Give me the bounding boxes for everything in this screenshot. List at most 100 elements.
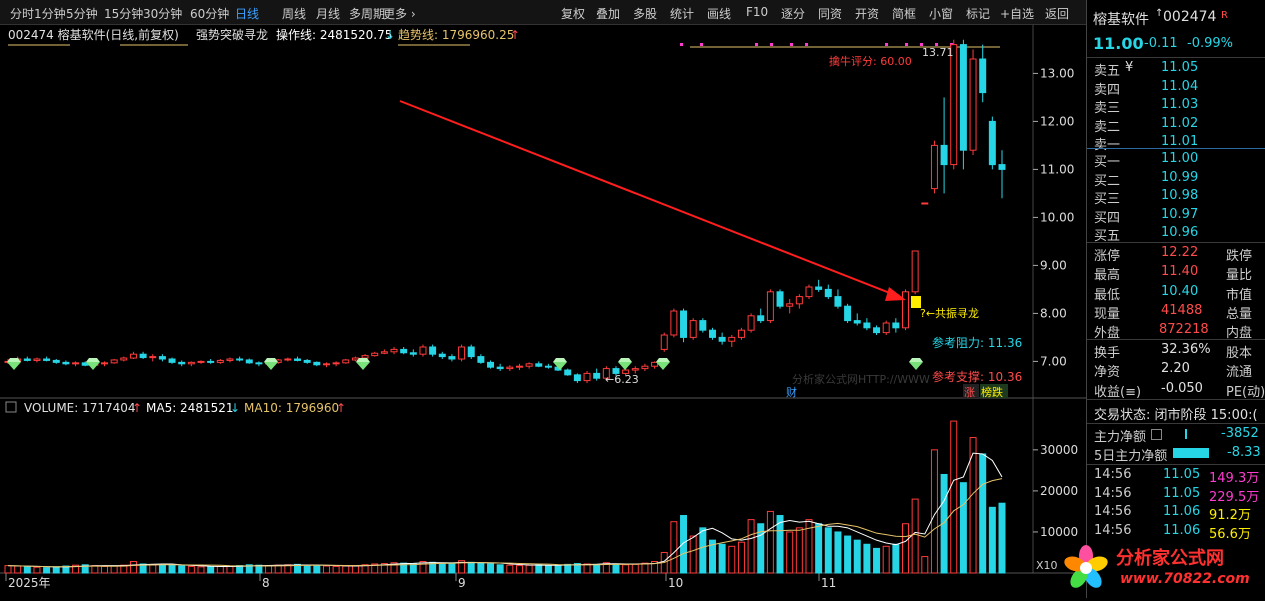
candle-body[interactable] xyxy=(294,358,302,361)
candle-body[interactable] xyxy=(149,356,157,359)
candle-body[interactable] xyxy=(979,58,987,94)
candle-body[interactable] xyxy=(795,296,803,305)
candle-body[interactable] xyxy=(72,362,80,365)
candle-body[interactable] xyxy=(757,315,765,322)
tool-button-12[interactable]: +自选 xyxy=(1000,7,1035,21)
candle-body[interactable] xyxy=(207,360,215,363)
tool-button-7[interactable]: 同资 xyxy=(818,7,843,21)
candle-body[interactable] xyxy=(438,353,446,358)
candle-body[interactable] xyxy=(458,346,466,360)
candle-body[interactable] xyxy=(699,320,707,331)
candle-body[interactable] xyxy=(815,286,823,290)
candle-body[interactable] xyxy=(583,372,591,382)
candle-body[interactable] xyxy=(824,288,832,298)
period-tab-0[interactable]: 分时 xyxy=(10,7,35,21)
candle-body[interactable] xyxy=(400,348,408,354)
candle-body[interactable] xyxy=(120,357,128,361)
candle-body[interactable] xyxy=(853,320,861,324)
candle-body[interactable] xyxy=(525,363,533,367)
candle-body[interactable] xyxy=(660,334,668,350)
candle-body[interactable] xyxy=(737,329,745,338)
candle-body[interactable] xyxy=(448,356,456,360)
candle-body[interactable] xyxy=(467,346,475,358)
period-tab-10[interactable]: 更多 › xyxy=(383,7,416,21)
candles[interactable] xyxy=(4,39,1006,383)
candle-body[interactable] xyxy=(129,353,137,359)
candle-body[interactable] xyxy=(506,366,514,370)
candle-body[interactable] xyxy=(766,291,774,322)
candle-body[interactable] xyxy=(110,359,118,364)
tool-button-0[interactable]: 复权 xyxy=(561,7,586,21)
period-tab-3[interactable]: 15分钟 xyxy=(104,7,144,21)
candle-body[interactable] xyxy=(245,359,253,364)
tool-button-3[interactable]: 统计 xyxy=(670,7,695,21)
period-tab-4[interactable]: 30分钟 xyxy=(143,7,183,21)
candle-body[interactable] xyxy=(641,365,649,370)
candle-body[interactable] xyxy=(101,362,108,365)
candle-body[interactable] xyxy=(728,336,736,342)
tool-button-8[interactable]: 开资 xyxy=(855,7,880,21)
candle-body[interactable] xyxy=(52,359,60,363)
tool-button-2[interactable]: 多股 xyxy=(633,7,658,21)
candle-body[interactable] xyxy=(226,358,234,361)
candle-body[interactable] xyxy=(303,359,311,363)
tool-button-10[interactable]: 小窗 xyxy=(929,7,954,21)
candle-body[interactable] xyxy=(921,202,929,205)
candle-body[interactable] xyxy=(351,357,359,361)
candle-body[interactable] xyxy=(168,358,176,363)
candle-body[interactable] xyxy=(612,368,620,374)
candle-body[interactable] xyxy=(197,360,205,363)
period-tab-2[interactable]: 5分钟 xyxy=(66,7,98,21)
candle-body[interactable] xyxy=(844,305,852,322)
volume-toggle-icon[interactable] xyxy=(5,401,17,413)
candle-body[interactable] xyxy=(776,291,784,307)
candle-body[interactable] xyxy=(718,336,726,342)
candle-body[interactable] xyxy=(23,358,31,361)
candle-body[interactable] xyxy=(429,346,437,355)
period-tab-9[interactable]: 多周期 xyxy=(349,7,386,21)
candle-body[interactable] xyxy=(515,365,523,368)
candle-body[interactable] xyxy=(564,369,572,376)
candle-body[interactable] xyxy=(930,144,938,190)
candle-body[interactable] xyxy=(593,372,601,379)
candle-body[interactable] xyxy=(178,361,186,365)
candle-body[interactable] xyxy=(342,359,350,364)
candle-body[interactable] xyxy=(255,362,263,365)
candle-body[interactable] xyxy=(332,362,340,365)
tool-button-4[interactable]: 画线 xyxy=(707,7,732,21)
candle-body[interactable] xyxy=(544,365,552,368)
candle-body[interactable] xyxy=(689,320,697,338)
candle-body[interactable] xyxy=(187,361,195,365)
candle-body[interactable] xyxy=(43,358,51,361)
candle-body[interactable] xyxy=(158,356,166,360)
candle-body[interactable] xyxy=(911,250,919,293)
candle-body[interactable] xyxy=(834,296,842,307)
candle-body[interactable] xyxy=(602,368,610,379)
candle-body[interactable] xyxy=(62,361,70,365)
candle-body[interactable] xyxy=(998,164,1006,170)
candle-body[interactable] xyxy=(496,366,504,370)
candle-body[interactable] xyxy=(139,353,147,359)
candle-body[interactable] xyxy=(535,363,543,367)
kline-chart-area[interactable]: 002474 榕基软件(日线,前复权) 强势突破寻龙 操作线: 2481520.… xyxy=(0,25,1086,598)
candle-body[interactable] xyxy=(670,310,678,336)
candle-body[interactable] xyxy=(380,351,388,354)
period-tab-1[interactable]: 1分钟 xyxy=(34,7,66,21)
candle-body[interactable] xyxy=(805,286,813,298)
tool-button-1[interactable]: 叠加 xyxy=(596,7,621,21)
candle-body[interactable] xyxy=(322,363,330,366)
candle-body[interactable] xyxy=(940,144,948,166)
candle-body[interactable] xyxy=(477,356,485,363)
candle-body[interactable] xyxy=(882,322,890,334)
candle-body[interactable] xyxy=(863,322,871,329)
period-tab-7[interactable]: 周线 xyxy=(282,7,307,21)
candle-body[interactable] xyxy=(680,310,688,338)
candle-body[interactable] xyxy=(216,359,224,363)
tool-button-9[interactable]: 简框 xyxy=(892,7,917,21)
candle-body[interactable] xyxy=(631,368,639,371)
candle-body[interactable] xyxy=(390,348,398,353)
tool-button-11[interactable]: 标记 xyxy=(966,7,991,21)
period-tab-8[interactable]: 月线 xyxy=(316,7,341,21)
candle-body[interactable] xyxy=(708,329,716,338)
candle-body[interactable] xyxy=(988,120,996,166)
